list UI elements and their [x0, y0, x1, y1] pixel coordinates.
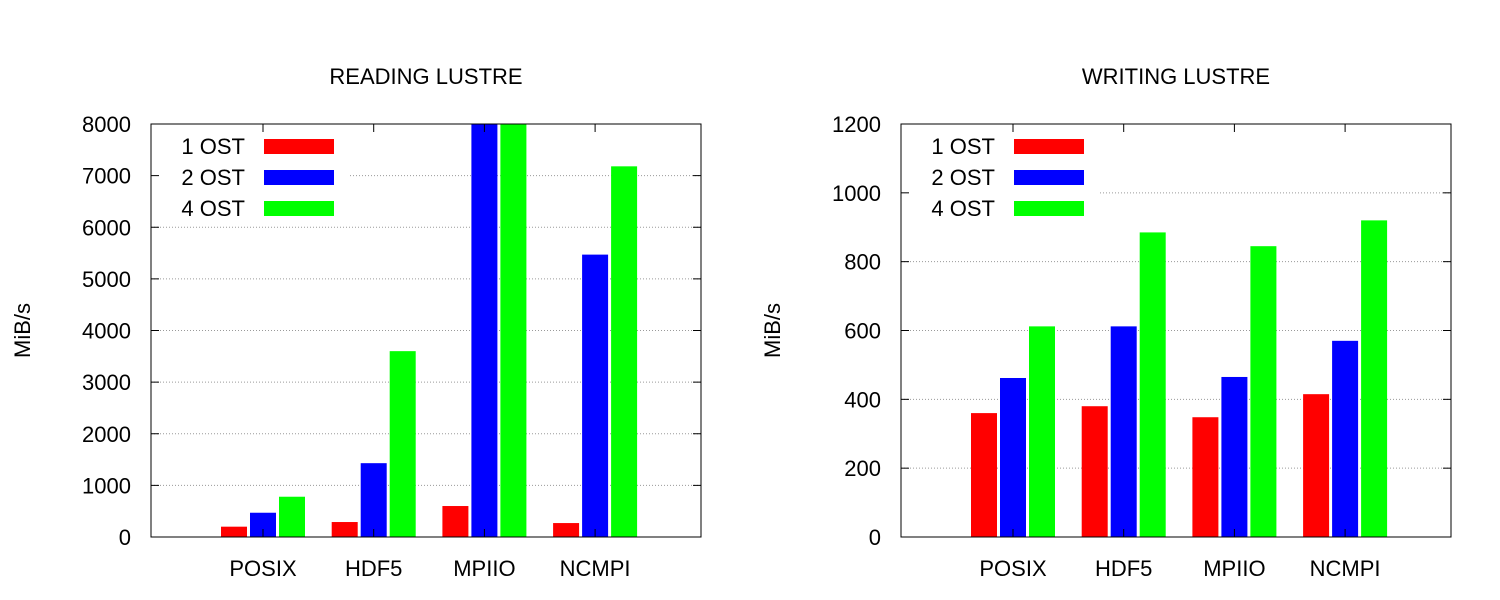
chart-2: POSIX HDF5 MPIIO NCMPI 0 200 400 600 800 1000 1200…: [760, 64, 1452, 581]
x-tick-label: POSIX: [979, 556, 1047, 581]
y-tick-label: 8000: [82, 112, 131, 137]
legend-label: 1 OST: [931, 134, 995, 159]
chart-title: WRITING LUSTRE: [1082, 64, 1270, 89]
legend-label: 2 OST: [181, 165, 245, 190]
bar-ncmpi-1: [553, 523, 580, 537]
x-tick-label: NCMPI: [1310, 556, 1381, 581]
legend-label: 4 OST: [181, 196, 245, 221]
chart-1: POSIX HDF5 MPIIO NCMPI 0 1000 2000 3000 4000 5000…: [10, 64, 702, 581]
bar-mpiio-1: [442, 506, 469, 537]
x-tick-label: HDF5: [1095, 556, 1152, 581]
x-tick-label: MPIIO: [1203, 556, 1265, 581]
bar-posix-1: [221, 526, 247, 537]
x-tick-label: NCMPI: [560, 556, 631, 581]
y-tick-label: 5000: [82, 267, 131, 292]
y-tick-label: 800: [844, 250, 881, 275]
legend: 1 OST 2 OST 4 OST: [931, 134, 1084, 221]
y-tick-label: 4000: [82, 319, 131, 344]
y-tick-label: 1000: [832, 181, 881, 206]
bar-hdf5-1: [331, 522, 358, 537]
legend-swatch: [264, 201, 334, 216]
x-tick-label: HDF5: [345, 556, 402, 581]
bar-posix-1: [971, 413, 997, 537]
legend: 1 OST 2 OST 4 OST: [181, 134, 334, 221]
bar-hdf5-3: [1139, 232, 1166, 537]
x-tick-label: POSIX: [229, 556, 297, 581]
y-tick-label: 2000: [82, 422, 131, 447]
y-axis-label: MiB/s: [10, 303, 35, 358]
legend-swatch: [264, 170, 334, 185]
legend-label: 4 OST: [931, 196, 995, 221]
bar-ncmpi-2: [582, 254, 609, 537]
y-tick-label: 0: [119, 525, 131, 550]
bar-posix-3: [279, 496, 305, 537]
y-tick-label: 7000: [82, 164, 131, 189]
y-tick-label: 6000: [82, 215, 131, 240]
bar-ncmpi-3: [611, 166, 638, 537]
legend-swatch: [1014, 170, 1084, 185]
bar-mpiio-1: [1192, 417, 1219, 537]
bar-ncmpi-2: [1332, 340, 1359, 537]
bar-posix-3: [1029, 326, 1055, 537]
bar-hdf5-3: [389, 351, 416, 537]
legend-swatch: [1014, 139, 1084, 154]
y-tick-label: 200: [844, 456, 881, 481]
legend-swatch: [1014, 201, 1084, 216]
legend-label: 2 OST: [931, 165, 995, 190]
chart-title: READING LUSTRE: [329, 64, 522, 89]
bar-mpiio-2: [471, 124, 498, 537]
y-axis-label: MiB/s: [760, 303, 785, 358]
x-tick-label: MPIIO: [453, 556, 515, 581]
y-tick-label: 600: [844, 319, 881, 344]
bar-ncmpi-1: [1303, 394, 1330, 537]
bar-ncmpi-3: [1361, 220, 1388, 537]
y-tick-label: 1200: [832, 112, 881, 137]
bar-hdf5-2: [1110, 326, 1137, 537]
y-tick-label: 3000: [82, 370, 131, 395]
y-tick-label: 0: [869, 525, 881, 550]
y-tick-label: 1000: [82, 473, 131, 498]
bar-hdf5-2: [360, 463, 387, 537]
legend-swatch: [264, 139, 334, 154]
bar-hdf5-1: [1081, 406, 1108, 537]
bar-mpiio-3: [500, 124, 527, 537]
bar-mpiio-3: [1250, 246, 1277, 537]
bar-mpiio-2: [1221, 376, 1248, 537]
y-tick-label: 400: [844, 387, 881, 412]
legend-label: 1 OST: [181, 134, 245, 159]
bar-posix-2: [1000, 377, 1026, 537]
